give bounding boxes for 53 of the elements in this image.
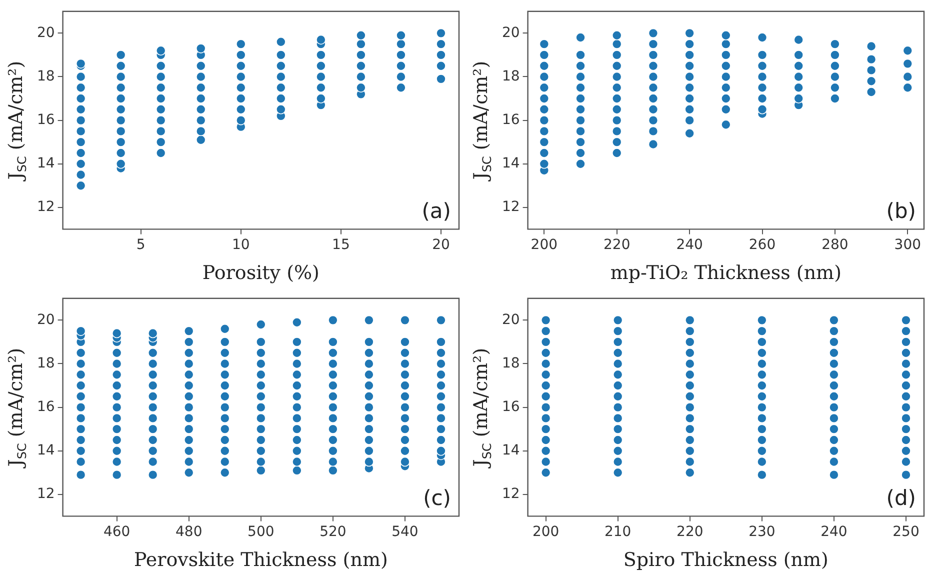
y-tick-label: 12	[502, 486, 520, 502]
y-tick-label: 14	[502, 156, 520, 172]
x-tick-label: 260	[748, 237, 776, 254]
y-tick-label: 12	[502, 199, 520, 216]
annotation: (c)	[423, 486, 451, 510]
x-axis-title: Perovskite Thickness (nm)	[134, 549, 388, 571]
y-tick-label: 20	[502, 24, 520, 41]
x-axis-title: Porosity (%)	[202, 262, 320, 284]
x-tick-label: 200	[532, 524, 560, 540]
y-axis-title: JSC (mA/cm²)	[5, 60, 29, 182]
x-tick-label: 220	[604, 237, 630, 254]
y-tick-label: 20	[36, 24, 55, 41]
x-tick-label: 10	[232, 237, 250, 254]
y-axis-title: JSC (mA/cm²)	[470, 348, 494, 469]
x-tick-label: 460	[103, 524, 130, 540]
y-tick-label: 14	[36, 156, 55, 172]
y-tick-label: 18	[36, 355, 55, 372]
x-tick-label: 480	[176, 524, 202, 540]
y-tick-label: 12	[36, 486, 55, 502]
y-tick-label: 20	[36, 312, 55, 328]
x-tick-label: 520	[320, 524, 346, 540]
y-tick-label: 12	[36, 199, 55, 216]
x-tick-label: 500	[248, 524, 274, 540]
y-axis-title: JSC (mA/cm²)	[470, 60, 494, 182]
y-tick-label: 16	[36, 398, 55, 415]
annotation: (a)	[422, 199, 451, 224]
y-tick-label: 16	[502, 398, 520, 415]
x-tick-label: 300	[894, 237, 922, 254]
y-tick-label: 14	[502, 442, 520, 458]
x-tick-label: 230	[748, 524, 776, 540]
x-tick-label: 250	[892, 524, 920, 540]
y-tick-label: 14	[36, 442, 55, 458]
x-tick-label: 210	[604, 524, 632, 540]
x-tick-label: 240	[676, 237, 703, 254]
annotation: (d)	[886, 486, 916, 510]
x-tick-label: 5	[136, 237, 146, 254]
annotation: (b)	[886, 199, 916, 224]
y-tick-label: 18	[36, 68, 55, 84]
x-tick-label: 220	[676, 524, 704, 540]
y-tick-label: 20	[502, 312, 520, 328]
x-axis-title: mp-TiO₂ Thickness (nm)	[610, 262, 842, 284]
x-tick-label: 540	[392, 524, 418, 540]
x-tick-label: 15	[332, 237, 350, 254]
x-axis-title: Spiro Thickness (nm)	[623, 549, 828, 571]
x-tick-label: 200	[530, 237, 558, 254]
y-tick-label: 18	[502, 355, 520, 372]
x-tick-label: 20	[432, 237, 450, 254]
y-tick-label: 16	[36, 112, 55, 128]
y-tick-label: 16	[502, 112, 520, 128]
y-axis-title: JSC (mA/cm²)	[5, 348, 29, 469]
y-tick-label: 18	[502, 68, 520, 84]
x-tick-label: 240	[820, 524, 848, 540]
x-tick-label: 280	[822, 237, 848, 254]
